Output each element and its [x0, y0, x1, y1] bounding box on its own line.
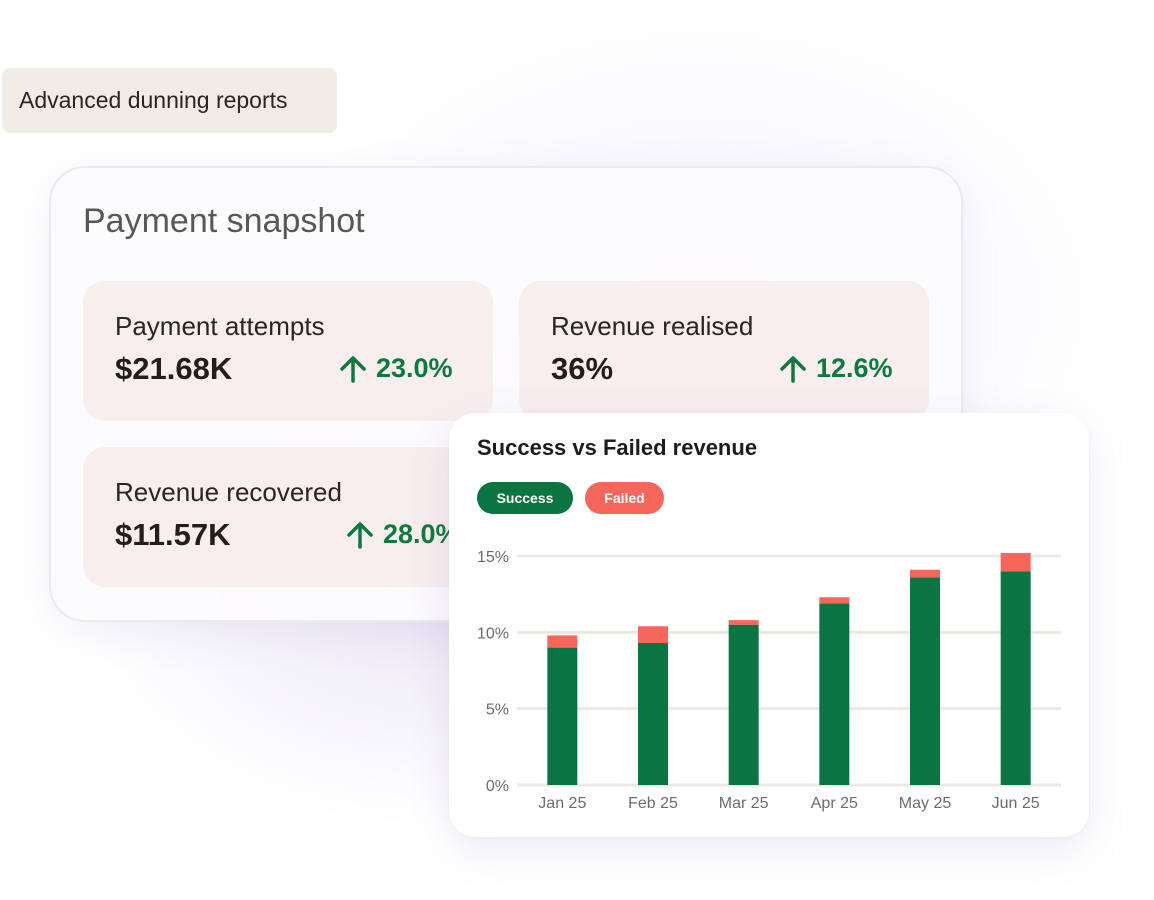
- metric-label: Revenue recovered: [115, 477, 342, 507]
- x-tick-label: Feb 25: [628, 795, 678, 812]
- y-tick-label: 10%: [477, 625, 509, 642]
- bar-success[interactable]: [819, 603, 850, 785]
- bar-failed[interactable]: [728, 620, 759, 625]
- snapshot-title: Payment snapshot: [83, 202, 365, 240]
- bar-failed[interactable]: [547, 635, 578, 648]
- y-tick-label: 0%: [486, 778, 509, 795]
- legend-success: Success: [477, 482, 573, 514]
- bar-success[interactable]: [547, 647, 578, 785]
- metric-value: $11.57K: [115, 517, 231, 552]
- payment-snapshot-card: Payment snapshot Payment attempts $21.68…: [49, 166, 963, 622]
- arrow-up-icon: [340, 355, 366, 383]
- metric-change-value: 28.0%: [383, 519, 460, 549]
- metric-change: 12.6%: [778, 353, 893, 384]
- bar-failed[interactable]: [638, 626, 668, 644]
- feature-tag: Advanced dunning reports: [2, 68, 337, 133]
- x-tick-label: May 25: [899, 795, 952, 812]
- bar-success[interactable]: [910, 577, 940, 785]
- bar-success[interactable]: [1000, 571, 1031, 785]
- feature-tag-label: Advanced dunning reports: [19, 87, 288, 113]
- bar-success[interactable]: [728, 624, 759, 785]
- metric-card-revenue-realised: Revenue realised 36% 12.6%: [519, 281, 929, 421]
- metric-value: $21.68K: [115, 351, 233, 386]
- chart-title: Success vs Failed revenue: [477, 435, 758, 460]
- metric-card-payment-attempts: Payment attempts $21.68K 23.0%: [83, 281, 493, 421]
- metric-change-value: 23.0%: [376, 353, 453, 383]
- bar-chart: 0% 5% 10% 15% Jan 25 Feb 25 Mar 25 Apr 25 May 25…: [477, 549, 1061, 812]
- x-tick-label: Jan 25: [538, 795, 586, 812]
- legend-failed: Failed: [585, 482, 664, 514]
- bar-success[interactable]: [638, 643, 668, 785]
- x-tick-label: Jun 25: [992, 795, 1040, 812]
- metric-label: Payment attempts: [115, 311, 325, 341]
- bar-failed[interactable]: [910, 569, 940, 578]
- arrow-up-icon: [347, 521, 373, 549]
- metric-label: Revenue realised: [551, 311, 754, 341]
- x-tick-label: Mar 25: [719, 795, 769, 812]
- y-tick-label: 5%: [486, 702, 509, 719]
- metric-value: 36%: [551, 351, 614, 386]
- metric-card-revenue-recovered: Revenue recovered $11.57K 28.0%: [83, 447, 493, 587]
- y-tick-label: 15%: [477, 549, 509, 566]
- metric-change-value: 12.6%: [816, 353, 893, 383]
- bar-failed[interactable]: [1000, 552, 1031, 572]
- bar-failed[interactable]: [819, 597, 850, 604]
- x-tick-label: Apr 25: [811, 795, 858, 812]
- arrow-up-icon: [780, 355, 806, 383]
- metric-change: 28.0%: [345, 519, 460, 550]
- metric-change: 23.0%: [338, 353, 453, 384]
- revenue-chart-card: Success vs Failed revenue Success Failed…: [449, 413, 1089, 837]
